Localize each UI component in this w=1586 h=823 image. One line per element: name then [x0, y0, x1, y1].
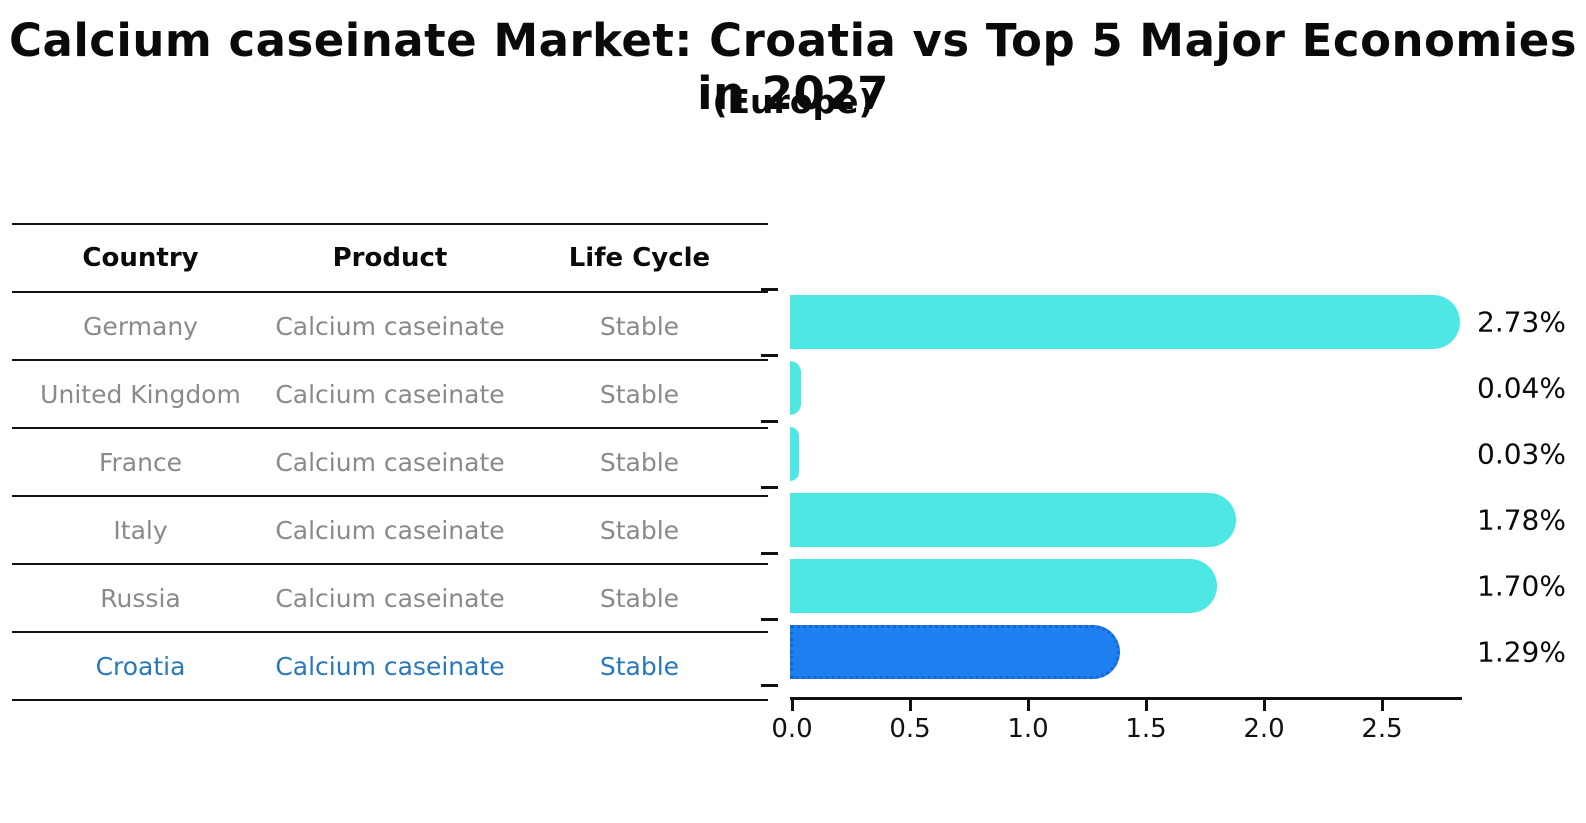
table-cell-country: Croatia — [95, 651, 186, 681]
x-axis-tick-label: 0.5 — [889, 714, 931, 744]
table-cell-country: Italy — [113, 515, 168, 545]
bar-value-label: 0.04% — [1477, 371, 1566, 405]
table-cell-product: Calcium caseinate — [275, 583, 505, 613]
table-cell-lifecycle: Stable — [599, 583, 680, 613]
x-axis-tick-label: 1.0 — [1007, 714, 1049, 744]
x-axis-tick — [1144, 700, 1148, 711]
x-axis-tick — [1026, 700, 1030, 711]
page-title: Calcium caseinate Market: Croatia vs Top… — [8, 14, 1578, 120]
bar-italy — [790, 493, 1236, 547]
table-body: Germany Calcium caseinate Stable United … — [12, 293, 768, 701]
table-cell-lifecycle: Stable — [599, 447, 680, 477]
table-row-russia: Russia Calcium caseinate Stable — [12, 565, 768, 633]
x-axis-tick — [1262, 700, 1266, 711]
y-axis-tick — [761, 287, 778, 291]
x-axis-tick-label: 1.5 — [1125, 714, 1167, 744]
x-axis-tick-label: 2.5 — [1361, 714, 1403, 744]
bar-russia — [790, 559, 1217, 613]
page-subtitle: (Europe) — [712, 82, 874, 121]
x-axis-tick — [790, 700, 794, 711]
bar-value-label: 1.78% — [1477, 503, 1566, 537]
table-cell-lifecycle: Stable — [599, 515, 680, 545]
x-axis-tick — [1380, 700, 1384, 711]
table-cell-product: Calcium caseinate — [275, 311, 505, 341]
table-cell-country: France — [98, 447, 183, 477]
header-cell-country: Country — [82, 243, 199, 273]
bar-united-kingdom — [790, 361, 801, 415]
table-row-croatia: Croatia Calcium caseinate Stable — [12, 633, 768, 701]
table-header-row: Country Product Life Cycle — [12, 223, 768, 293]
table-row-germany: Germany Calcium caseinate Stable — [12, 293, 768, 361]
table-cell-country: Russia — [100, 583, 181, 613]
header-cell-lifecycle: Life Cycle — [568, 243, 711, 273]
bar-value-label: 0.03% — [1477, 437, 1566, 471]
y-axis-tick — [761, 683, 778, 687]
x-axis-tick — [908, 700, 912, 711]
table-cell-product: Calcium caseinate — [275, 447, 505, 477]
table-cell-lifecycle: Stable — [599, 379, 680, 409]
table-cell-product: Calcium caseinate — [275, 651, 505, 681]
header-cell-product: Product — [332, 243, 448, 273]
table-cell-lifecycle: Stable — [599, 651, 680, 681]
y-axis-tick — [761, 419, 778, 423]
y-axis-tick — [761, 353, 778, 357]
y-axis-tick — [761, 617, 778, 621]
table-cell-product: Calcium caseinate — [275, 379, 505, 409]
y-axis-tick — [761, 485, 778, 489]
y-axis-tick — [761, 551, 778, 555]
x-axis-tick-label: 2.0 — [1243, 714, 1285, 744]
bar-value-label: 1.29% — [1477, 635, 1566, 669]
bar-france — [790, 427, 799, 481]
table-cell-country: Germany — [83, 311, 198, 341]
table-cell-product: Calcium caseinate — [275, 515, 505, 545]
comparison-table: Country Product Life Cycle Germany Calci… — [12, 223, 768, 701]
table-cell-country: United Kingdom — [40, 379, 241, 409]
table-cell-lifecycle: Stable — [599, 311, 680, 341]
bar-value-label: 2.73% — [1477, 305, 1566, 339]
table-row-france: France Calcium caseinate Stable — [12, 429, 768, 497]
bar-value-label: 1.70% — [1477, 569, 1566, 603]
x-axis-tick-label: 0.0 — [771, 714, 813, 744]
bar-germany — [790, 295, 1460, 349]
bar-croatia — [790, 625, 1120, 679]
table-row-italy: Italy Calcium caseinate Stable — [12, 497, 768, 565]
table-row-united-kingdom: United Kingdom Calcium caseinate Stable — [12, 361, 768, 429]
x-axis-line — [790, 697, 1462, 700]
